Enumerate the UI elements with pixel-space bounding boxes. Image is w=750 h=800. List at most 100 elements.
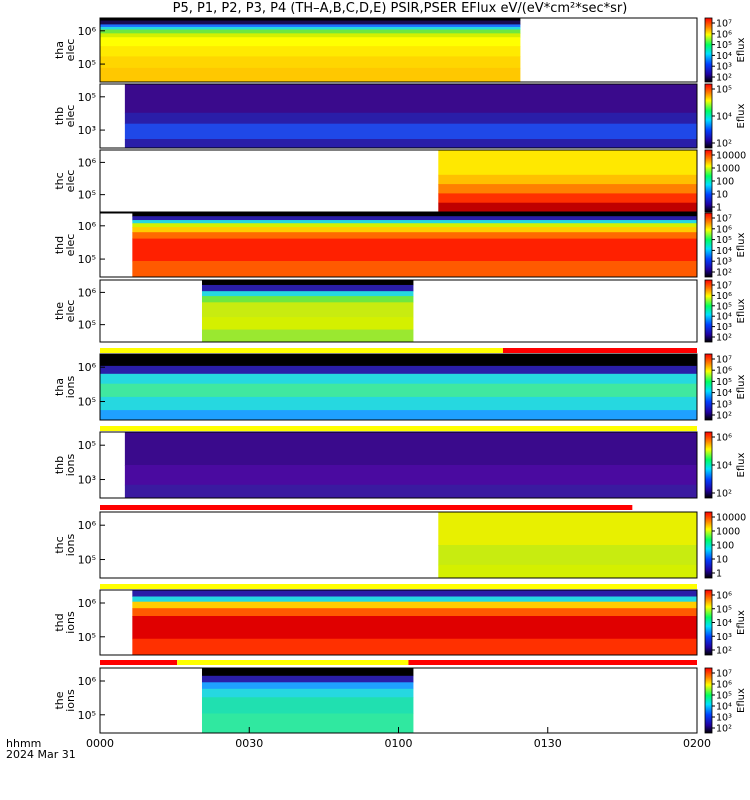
colorbar-tick-label: 10² [716,646,732,657]
colorbar-tick-label: 10⁵ [716,235,732,246]
panel-frame [99,511,698,579]
y-axis-label: elec [64,170,77,193]
colorbar [704,212,713,278]
colorbar-tick-label: 10⁵ [716,377,732,388]
y-axis-label: ions [64,689,77,712]
colorbar-label: Eflux [736,610,747,635]
spectrogram-band [132,232,697,240]
spectrogram-band [100,26,521,31]
y-tick-label: 10⁵ [78,253,96,266]
colorbar-tick-label: 10² [716,724,732,735]
colorbar-tick-label: 10⁷ [716,669,732,680]
spectrogram-band [132,227,697,233]
colorbar-tick-label: 10⁷ [716,214,732,225]
mode-bar-segment [100,584,697,589]
y-tick-label: 10⁶ [78,675,97,688]
colorbar-tick-label: 10⁵ [716,301,732,312]
spectrogram-band [438,202,697,213]
y-tick-label: 10⁶ [78,361,97,374]
spectrogram-band [438,184,697,194]
y-axis-label: ions [64,375,77,398]
time-tick-label: 0030 [235,737,263,750]
spectrogram-band [100,20,521,25]
spectrogram-band [201,682,414,690]
y-tick-label: 10⁵ [78,709,96,722]
colorbar-tick-label: 10² [716,73,732,84]
spectrogram-band [132,638,697,656]
y-axis-label: thb [53,456,66,474]
colorbar-tick-label: 10⁶ [716,291,732,302]
y-tick-label: 10⁶ [78,597,97,610]
y-axis-label: ions [64,533,77,556]
mode-bar-segment [100,348,503,353]
spectrogram-band [201,302,414,318]
colorbar-tick-label: 10⁴ [716,461,732,472]
colorbar [704,431,713,499]
colorbar-label: Eflux [736,688,747,713]
panel-frame [99,149,698,213]
colorbar-tick-label: 10⁷ [716,355,732,366]
colorbar-tick-label: 10⁷ [716,19,732,30]
colorbar [704,667,713,734]
y-tick-label: 10⁵ [78,91,96,104]
mode-bar-segment [177,660,409,665]
colorbar-tick-label: 10⁴ [716,618,732,629]
spectrogram-band [132,601,697,609]
colorbar-tick-label: 10⁶ [716,224,732,235]
colorbar-tick-label: 100 [716,177,734,188]
colorbar-tick-label: 10⁶ [716,433,732,444]
panel-frame [99,431,698,499]
panel-frame [99,279,698,343]
colorbar-tick-label: 10² [716,268,732,279]
panels-group: 10⁶10⁵thaelec10⁷10⁶10⁵10⁴10³10²Eflux10⁵1… [53,17,747,735]
spectrogram-band [100,37,521,47]
y-tick-label: 10⁵ [78,58,96,71]
mode-bar-segment [100,660,178,665]
spectrogram-band [438,150,697,176]
colorbar-tick-label: 1000 [716,164,740,175]
spectrogram-band [438,564,697,579]
time-tick-label: 0130 [534,737,562,750]
y-axis-label: elec [64,39,77,62]
y-tick-label: 10³ [78,474,96,487]
colorbar-tick-label: 10³ [716,322,732,333]
spectrogram-band [124,484,697,499]
spectrogram-band [124,84,697,114]
colorbar [704,511,713,579]
panel-frame [99,17,698,83]
colorbar-tick-label: 10³ [716,399,732,410]
y-axis-label: thd [53,236,66,254]
y-tick-label: 10⁶ [78,156,97,169]
y-axis-label: thc [53,172,66,189]
y-axis-label: elec [64,105,77,128]
spectrogram-band [201,284,414,292]
colorbar-tick-label: 10⁴ [716,112,732,123]
colorbar-tick-label: 1 [716,569,722,580]
spectrogram-band [100,33,521,38]
y-axis-label: elec [64,300,77,323]
colorbar-tick-label: 10² [716,411,732,422]
mode-bar-segment [408,660,697,665]
spectrogram-band [124,139,697,149]
time-tick-label: 0100 [385,737,413,750]
colorbar-tick-label: 100 [716,541,734,552]
spectrogram-band [201,697,414,714]
spectrogram-band [100,46,521,57]
spectrogram-band [132,220,697,224]
time-tick-label: 0000 [86,737,114,750]
colorbar-tick-label: 10⁶ [716,591,732,602]
colorbar-label: Eflux [736,452,747,477]
spectrogram-band [132,608,697,617]
y-axis-label: tha [53,378,66,396]
colorbar-tick-label: 10⁴ [716,51,732,62]
colorbar-label: Eflux [736,298,747,323]
colorbar-tick-label: 10⁵ [716,85,732,96]
spectrogram-band [132,216,697,221]
spectrogram-band [100,373,697,385]
